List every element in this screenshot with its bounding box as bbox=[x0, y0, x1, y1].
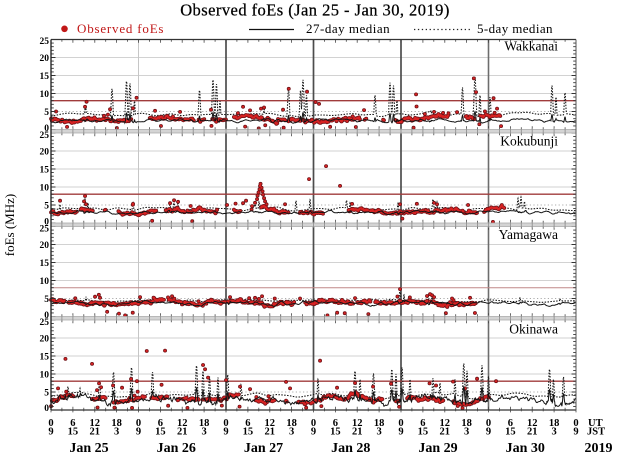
svg-text:21: 21 bbox=[177, 426, 188, 437]
svg-text:Jan 29: Jan 29 bbox=[418, 441, 457, 456]
svg-text:0: 0 bbox=[48, 418, 53, 429]
svg-text:0: 0 bbox=[398, 418, 403, 429]
svg-text:UT: UT bbox=[588, 418, 603, 429]
svg-text:3: 3 bbox=[376, 426, 381, 437]
svg-text:20: 20 bbox=[40, 147, 50, 157]
svg-text:6: 6 bbox=[70, 418, 75, 429]
svg-text:18: 18 bbox=[461, 418, 472, 429]
svg-text:Jan 27: Jan 27 bbox=[244, 441, 283, 456]
svg-text:5: 5 bbox=[44, 388, 49, 398]
svg-text:18: 18 bbox=[199, 418, 210, 429]
svg-text:21: 21 bbox=[352, 426, 363, 437]
svg-text:25: 25 bbox=[40, 37, 50, 47]
svg-text:5-day median: 5-day median bbox=[477, 21, 553, 36]
svg-text:15: 15 bbox=[505, 426, 516, 437]
svg-text:Jan 30: Jan 30 bbox=[506, 441, 545, 456]
svg-text:27-day median: 27-day median bbox=[306, 21, 390, 36]
svg-text:6: 6 bbox=[158, 418, 163, 429]
svg-text:5: 5 bbox=[44, 108, 49, 118]
svg-text:6: 6 bbox=[245, 418, 250, 429]
svg-text:15: 15 bbox=[155, 426, 166, 437]
svg-text:0: 0 bbox=[486, 418, 491, 429]
svg-text:Wakkanai: Wakkanai bbox=[504, 39, 558, 54]
svg-text:15: 15 bbox=[40, 72, 50, 82]
svg-text:21: 21 bbox=[440, 426, 451, 437]
svg-text:6: 6 bbox=[333, 418, 338, 429]
svg-text:0: 0 bbox=[44, 124, 49, 134]
svg-text:3: 3 bbox=[551, 426, 556, 437]
svg-text:3: 3 bbox=[289, 426, 294, 437]
svg-text:9: 9 bbox=[223, 426, 228, 437]
svg-text:20: 20 bbox=[40, 241, 50, 251]
svg-text:20: 20 bbox=[40, 54, 50, 64]
svg-text:Jan 25: Jan 25 bbox=[69, 441, 108, 456]
svg-text:5: 5 bbox=[44, 295, 49, 305]
svg-text:12: 12 bbox=[265, 418, 276, 429]
svg-text:15: 15 bbox=[243, 426, 254, 437]
svg-text:JST: JST bbox=[587, 426, 605, 437]
svg-text:10: 10 bbox=[40, 370, 50, 380]
svg-text:0: 0 bbox=[311, 418, 316, 429]
svg-text:10: 10 bbox=[40, 277, 50, 287]
svg-text:10: 10 bbox=[40, 183, 50, 193]
svg-text:6: 6 bbox=[420, 418, 425, 429]
svg-text:15: 15 bbox=[40, 259, 50, 269]
svg-text:25: 25 bbox=[40, 225, 50, 235]
svg-text:9: 9 bbox=[573, 426, 578, 437]
svg-text:Jan 26: Jan 26 bbox=[157, 441, 196, 456]
svg-text:Kokubunji: Kokubunji bbox=[500, 134, 558, 149]
svg-text:0: 0 bbox=[223, 418, 228, 429]
svg-text:9: 9 bbox=[136, 426, 141, 437]
svg-text:12: 12 bbox=[440, 418, 451, 429]
svg-text:12: 12 bbox=[177, 418, 188, 429]
svg-text:0: 0 bbox=[44, 404, 49, 414]
svg-text:20: 20 bbox=[40, 334, 50, 344]
svg-text:Observed foEs (Jan 25 - Jan 30: Observed foEs (Jan 25 - Jan 30, 2019) bbox=[180, 1, 450, 20]
svg-text:Observed foEs: Observed foEs bbox=[77, 21, 164, 36]
svg-text:Jan 28: Jan 28 bbox=[331, 441, 370, 456]
svg-text:3: 3 bbox=[464, 426, 469, 437]
svg-text:3: 3 bbox=[201, 426, 206, 437]
svg-text:25: 25 bbox=[40, 318, 50, 328]
svg-text:15: 15 bbox=[40, 165, 50, 175]
svg-text:Yamagawa: Yamagawa bbox=[499, 227, 558, 242]
svg-text:18: 18 bbox=[111, 418, 122, 429]
svg-text:foEs (MHz): foEs (MHz) bbox=[2, 194, 17, 256]
svg-text:18: 18 bbox=[374, 418, 385, 429]
svg-text:15: 15 bbox=[40, 352, 50, 362]
svg-text:15: 15 bbox=[330, 426, 341, 437]
svg-text:3: 3 bbox=[114, 426, 119, 437]
svg-text:9: 9 bbox=[48, 426, 53, 437]
svg-text:12: 12 bbox=[527, 418, 538, 429]
svg-text:0: 0 bbox=[573, 418, 578, 429]
svg-text:15: 15 bbox=[418, 426, 429, 437]
svg-text:12: 12 bbox=[90, 418, 101, 429]
svg-text:0: 0 bbox=[136, 418, 141, 429]
svg-text:0: 0 bbox=[44, 311, 49, 321]
svg-text:21: 21 bbox=[527, 426, 538, 437]
svg-text:15: 15 bbox=[68, 426, 79, 437]
svg-text:2019: 2019 bbox=[585, 441, 613, 456]
svg-text:10: 10 bbox=[40, 90, 50, 100]
svg-text:21: 21 bbox=[265, 426, 276, 437]
svg-text:0: 0 bbox=[44, 218, 49, 228]
svg-text:9: 9 bbox=[486, 426, 491, 437]
svg-text:12: 12 bbox=[352, 418, 363, 429]
svg-text:6: 6 bbox=[508, 418, 513, 429]
svg-text:18: 18 bbox=[286, 418, 297, 429]
svg-text:18: 18 bbox=[549, 418, 560, 429]
svg-text:9: 9 bbox=[398, 426, 403, 437]
svg-text:9: 9 bbox=[311, 426, 316, 437]
svg-text:21: 21 bbox=[90, 426, 101, 437]
svg-text:5: 5 bbox=[44, 201, 49, 211]
svg-text:Okinawa: Okinawa bbox=[509, 322, 558, 337]
svg-text:25: 25 bbox=[40, 131, 50, 141]
